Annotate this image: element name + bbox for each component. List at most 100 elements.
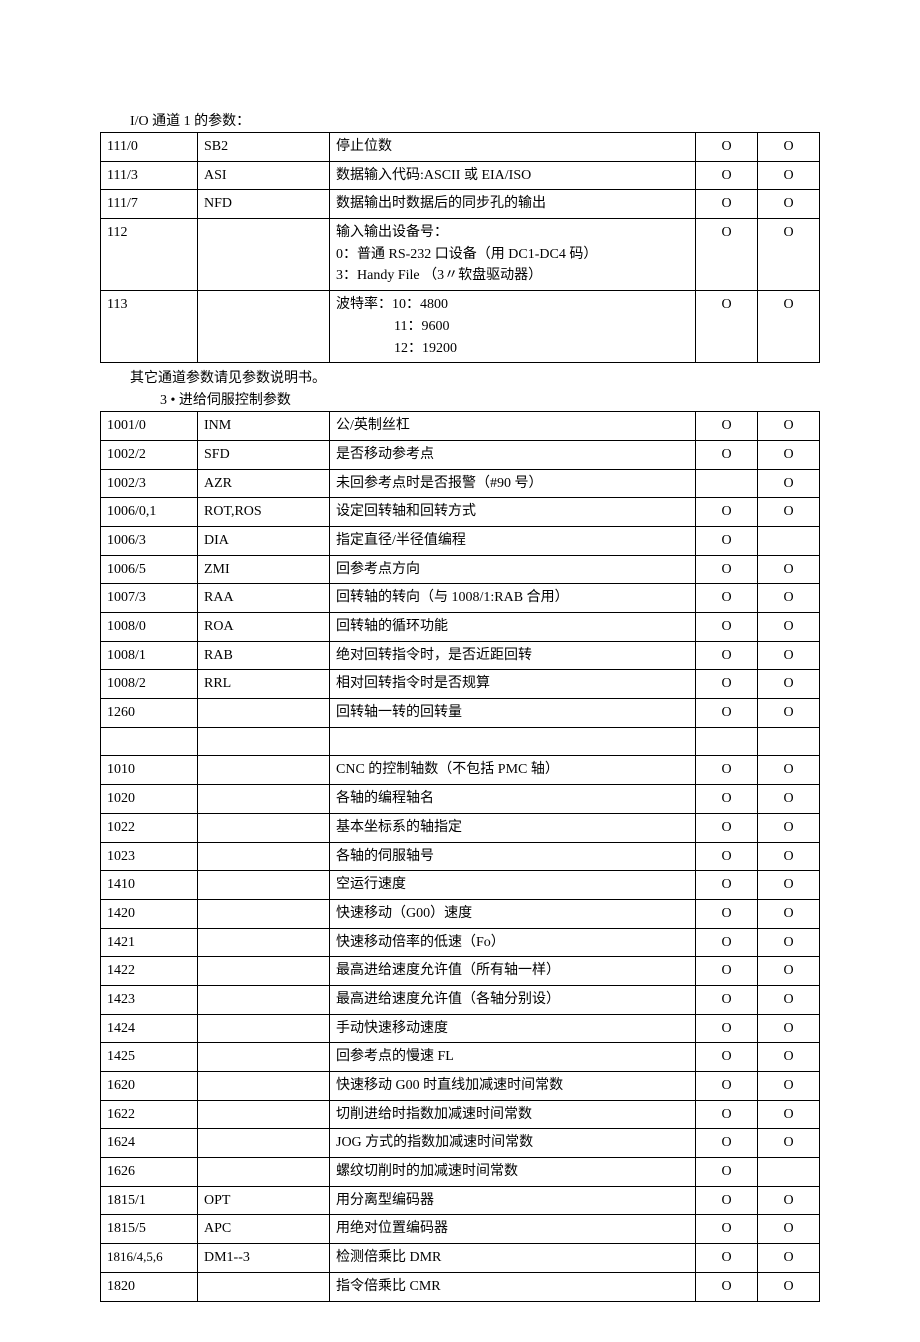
cell-symbol (198, 957, 330, 986)
cell-flag2: O (758, 1014, 820, 1043)
table-row: 1420快速移动（G00）速度OO (101, 899, 820, 928)
cell-desc: 回转轴一转的回转量 (330, 699, 696, 728)
cell-symbol: RAB (198, 641, 330, 670)
cell-flag2 (758, 526, 820, 555)
cell-symbol (198, 928, 330, 957)
cell-symbol: ROA (198, 613, 330, 642)
cell-desc: 波特率：10：480011：960012：19200 (330, 291, 696, 363)
cell-symbol (198, 727, 330, 756)
cell-flag1: O (696, 813, 758, 842)
cell-desc: 基本坐标系的轴指定 (330, 813, 696, 842)
table-row: 113波特率：10：480011：960012：19200OO (101, 291, 820, 363)
cell-desc: 停止位数 (330, 133, 696, 162)
cell-param: 1010 (101, 756, 198, 785)
table-row: 1410空运行速度OO (101, 871, 820, 900)
cell-symbol: AZR (198, 469, 330, 498)
cell-param: 111/3 (101, 161, 198, 190)
cell-flag2: O (758, 699, 820, 728)
cell-flag2: O (758, 1186, 820, 1215)
cell-flag2: O (758, 641, 820, 670)
cell-symbol: ZMI (198, 555, 330, 584)
table-row: 1023各轴的伺服轴号OO (101, 842, 820, 871)
cell-flag1: O (696, 584, 758, 613)
cell-param: 1001/0 (101, 412, 198, 441)
cell-symbol: DIA (198, 526, 330, 555)
cell-desc: 用绝对位置编码器 (330, 1215, 696, 1244)
cell-flag2: O (758, 1244, 820, 1273)
cell-symbol: ASI (198, 161, 330, 190)
cell-flag2: O (758, 957, 820, 986)
cell-flag1: O (696, 842, 758, 871)
cell-flag1: O (696, 498, 758, 527)
cell-symbol (198, 985, 330, 1014)
cell-desc: 数据输出时数据后的同步孔的输出 (330, 190, 696, 219)
cell-flag1: O (696, 1215, 758, 1244)
table-row: 1421快速移动倍率的低速（Fo）OO (101, 928, 820, 957)
table-row: 1008/0ROA回转轴的循环功能OO (101, 613, 820, 642)
cell-symbol (198, 871, 330, 900)
table-row: 1624JOG 方式的指数加减速时间常数OO (101, 1129, 820, 1158)
cell-param: 1022 (101, 813, 198, 842)
cell-flag1: O (696, 1014, 758, 1043)
cell-symbol (198, 219, 330, 291)
cell-flag1: O (696, 928, 758, 957)
cell-flag2: O (758, 440, 820, 469)
cell-symbol: RRL (198, 670, 330, 699)
cell-symbol (198, 1043, 330, 1072)
cell-flag2: O (758, 985, 820, 1014)
cell-flag2: O (758, 842, 820, 871)
section1-caption: I/O 通道 1 的参数： (130, 110, 820, 130)
cell-symbol (198, 1158, 330, 1187)
cell-desc: 回参考点的慢速 FL (330, 1043, 696, 1072)
cell-flag2: O (758, 133, 820, 162)
cell-symbol (198, 899, 330, 928)
cell-desc: 相对回转指令时是否规算 (330, 670, 696, 699)
cell-symbol (198, 785, 330, 814)
cell-symbol: INM (198, 412, 330, 441)
cell-desc: 回转轴的转向（与 1008/1:RAB 合用） (330, 584, 696, 613)
cell-flag1: O (696, 1100, 758, 1129)
cell-desc: 数据输入代码:ASCII 或 EIA/ISO (330, 161, 696, 190)
cell-flag2: O (758, 1072, 820, 1101)
cell-flag2: O (758, 928, 820, 957)
table-row: 1820指令倍乘比 CMROO (101, 1272, 820, 1301)
table-row: 1010CNC 的控制轴数（不包括 PMC 轴）OO (101, 756, 820, 785)
cell-desc: 手动快速移动速度 (330, 1014, 696, 1043)
cell-param (101, 727, 198, 756)
cell-flag2: O (758, 613, 820, 642)
cell-symbol (198, 842, 330, 871)
cell-flag2: O (758, 555, 820, 584)
cell-flag1: O (696, 190, 758, 219)
cell-flag2 (758, 727, 820, 756)
cell-flag2: O (758, 1272, 820, 1301)
cell-flag1: O (696, 613, 758, 642)
cell-desc: 回转轴的循环功能 (330, 613, 696, 642)
cell-param: 1420 (101, 899, 198, 928)
table-io-channel: 111/0SB2停止位数OO111/3ASI数据输入代码:ASCII 或 EIA… (100, 132, 820, 363)
cell-desc: 各轴的编程轴名 (330, 785, 696, 814)
cell-flag1: O (696, 440, 758, 469)
cell-flag1: O (696, 219, 758, 291)
cell-flag2: O (758, 469, 820, 498)
cell-flag2: O (758, 813, 820, 842)
cell-param: 1423 (101, 985, 198, 1014)
cell-param: 1421 (101, 928, 198, 957)
cell-desc (330, 727, 696, 756)
cell-flag1: O (696, 1072, 758, 1101)
cell-desc: 检测倍乘比 DMR (330, 1244, 696, 1273)
cell-flag1: O (696, 412, 758, 441)
cell-desc: 快速移动 G00 时直线加减速时间常数 (330, 1072, 696, 1101)
cell-flag2: O (758, 1215, 820, 1244)
cell-flag1: O (696, 291, 758, 363)
cell-param: 1815/5 (101, 1215, 198, 1244)
cell-flag2 (758, 1158, 820, 1187)
cell-param: 1624 (101, 1129, 198, 1158)
cell-flag2: O (758, 412, 820, 441)
cell-desc: 切削进给时指数加减速时间常数 (330, 1100, 696, 1129)
cell-param: 1425 (101, 1043, 198, 1072)
table-row: 1620快速移动 G00 时直线加减速时间常数OO (101, 1072, 820, 1101)
cell-param: 111/7 (101, 190, 198, 219)
cell-symbol (198, 291, 330, 363)
cell-flag2: O (758, 899, 820, 928)
table-row: 1425回参考点的慢速 FLOO (101, 1043, 820, 1072)
